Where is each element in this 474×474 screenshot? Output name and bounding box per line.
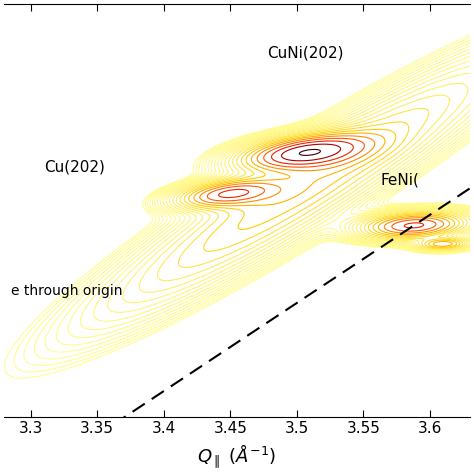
Text: CuNi(202): CuNi(202) <box>268 46 344 60</box>
Text: FeNi(: FeNi( <box>381 173 419 188</box>
Text: Cu(202): Cu(202) <box>44 160 105 175</box>
X-axis label: $Q_{\parallel}$ ($\AA^{-1}$): $Q_{\parallel}$ ($\AA^{-1}$) <box>197 442 277 470</box>
Text: e through origin: e through origin <box>11 284 122 298</box>
